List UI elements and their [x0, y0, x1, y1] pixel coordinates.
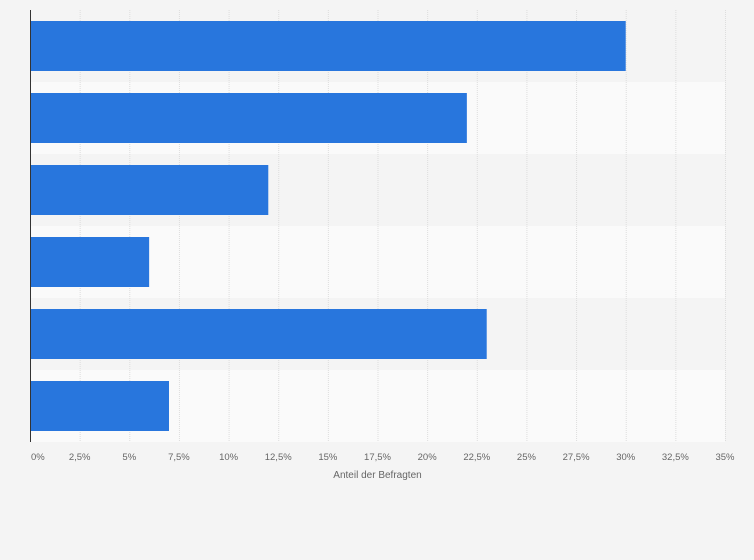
x-tick-label-14: 35%	[715, 452, 735, 463]
x-tick-labels: 0% 2,5% 5% 7,5% 10% 12,5% 15% 17,5% 20% 22,5% 25% 2…	[31, 452, 735, 463]
x-tick-label-3: 7,5%	[168, 452, 190, 463]
bar-1	[30, 93, 467, 143]
x-tick-label-0: 0%	[31, 452, 45, 463]
bar-3	[30, 237, 150, 287]
x-tick-label-9: 22,5%	[463, 452, 490, 463]
x-tick-label-10: 25%	[517, 452, 537, 463]
gridlines	[79, 10, 726, 442]
bar-0	[30, 21, 626, 71]
x-axis-title: Anteil der Befragten	[333, 470, 421, 481]
x-tick-label-1: 2,5%	[69, 452, 91, 463]
bar-5	[30, 381, 169, 431]
x-tick-label-8: 20%	[418, 452, 438, 463]
x-tick-label-13: 32,5%	[662, 452, 689, 463]
x-tick-label-5: 12,5%	[265, 452, 292, 463]
bar-4	[30, 309, 487, 359]
bar-2	[30, 165, 269, 215]
x-tick-label-7: 17,5%	[364, 452, 391, 463]
x-tick-label-12: 30%	[616, 452, 636, 463]
x-tick-label-6: 15%	[318, 452, 338, 463]
x-tick-label-4: 10%	[219, 452, 239, 463]
x-tick-label-2: 5%	[122, 452, 136, 463]
bars	[30, 21, 626, 431]
x-tick-label-11: 27,5%	[563, 452, 590, 463]
